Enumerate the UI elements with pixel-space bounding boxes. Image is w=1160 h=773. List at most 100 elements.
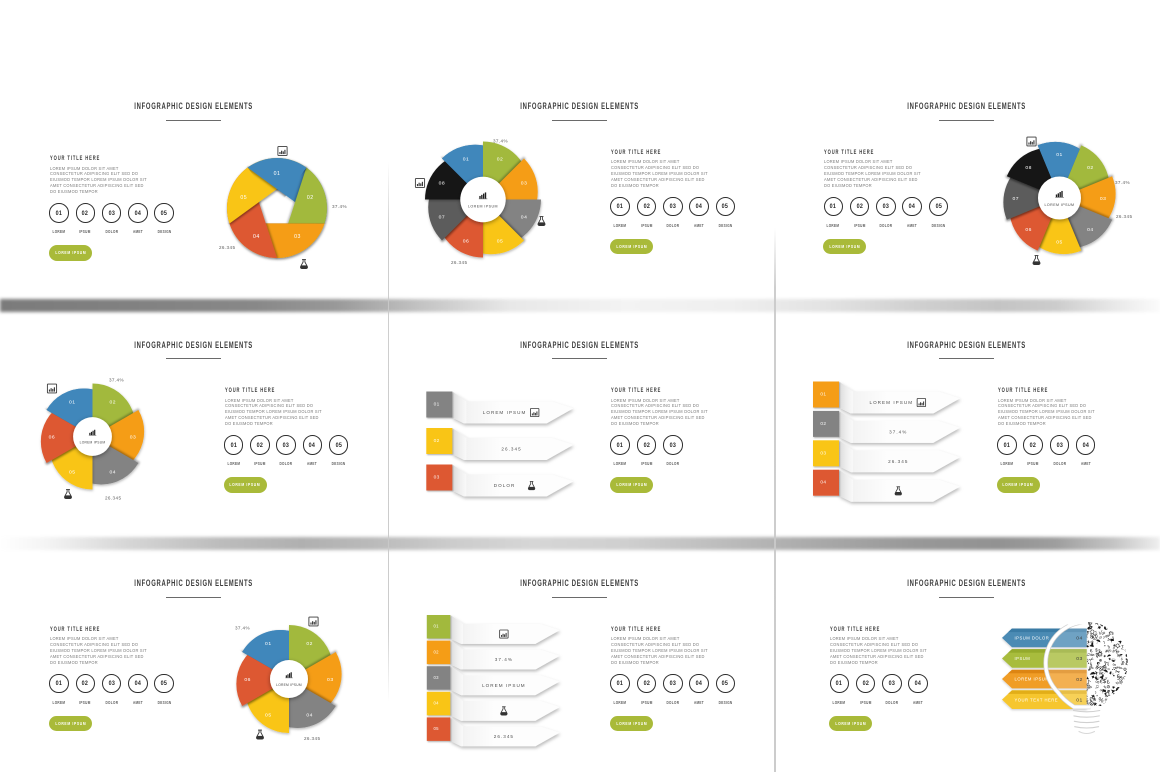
donut-segment-label: 01	[1057, 152, 1064, 158]
donut-segment-label: 08	[1026, 165, 1033, 171]
doodle-glyph: ♞	[1113, 700, 1122, 709]
donut-segment-label: 04	[110, 469, 117, 475]
ribbon-band	[839, 381, 960, 413]
doodle-glyph: ∞	[1118, 692, 1125, 699]
donut-segment-label: 03	[327, 677, 334, 683]
chart-callout-label: 37.4%	[1115, 180, 1130, 185]
ribbon-band	[452, 391, 573, 423]
pie-segment-label: 02	[307, 195, 314, 201]
donut-segment-label: 05	[69, 469, 76, 475]
bulb-banner-number: 04	[1077, 636, 1083, 642]
chart-callout-label: 26.345	[304, 736, 320, 741]
donut-segment-label: 02	[1087, 165, 1094, 171]
ribbon-square-number: 04	[433, 700, 439, 705]
bulb-doodles: ✎⚙★☁✈✉♞✂⚑❖✦☯⚡✚◔§¶Ω∑√∞€$£¥%#&@≈♫✏✎★☁✈✉☂♪✂…	[1084, 619, 1131, 709]
ribbon-band	[450, 615, 559, 644]
chart-callout-label: 26.345	[219, 245, 235, 250]
donut-segment-label: 05	[1057, 240, 1064, 246]
doodle-glyph: ⚡	[1113, 625, 1118, 631]
chart-frame-icon	[278, 147, 287, 156]
pie-segment-label: 05	[240, 195, 247, 201]
chart-callout-label: 26.345	[1116, 214, 1132, 219]
doodle-glyph: ☂	[1111, 701, 1119, 710]
doodle-glyph: ♞	[1115, 620, 1122, 627]
donut-segment-label: 07	[1013, 196, 1020, 202]
ribbon-square-number: 02	[433, 649, 439, 654]
doodle-glyph: ☁	[1098, 702, 1103, 707]
chart-callout-label: 37.4%	[332, 204, 347, 209]
doodle-glyph: ♟	[1124, 689, 1129, 695]
ribbon-row: 04	[813, 469, 960, 501]
ribbon-text: LOREM IPSUM	[482, 683, 526, 688]
bulb-banner-label: IPSUM DOLOR	[1015, 636, 1050, 641]
doodle-glyph: ≈	[1117, 697, 1121, 703]
donut-segment-label: 04	[520, 214, 527, 220]
donut-segment-label: 02	[110, 399, 117, 405]
donut-center-label: LOREM IPSUM	[276, 683, 302, 687]
flask-icon	[256, 730, 263, 739]
chart-frame-icon	[530, 408, 538, 416]
chart-callout-label: 37.4%	[109, 377, 124, 382]
ribbon-band	[452, 464, 573, 496]
bulb-thread	[1074, 716, 1099, 717]
donut-segment-label: 02	[306, 641, 313, 647]
divider-shadow-top	[0, 299, 1160, 312]
ribbon-band	[839, 440, 960, 472]
donut-segment-label: 03	[130, 434, 137, 440]
bulb-banner-number: 02	[1077, 677, 1083, 683]
doodle-glyph: &	[1108, 698, 1112, 704]
pie-segment-label: 04	[253, 234, 260, 240]
doodle-glyph: &	[1124, 679, 1130, 686]
donut-segment-label: 03	[520, 180, 527, 186]
doodle-glyph: ★	[1120, 634, 1126, 640]
doodle-glyph: §	[1125, 624, 1129, 630]
ribbon-square-number: 03	[433, 474, 439, 480]
doodle-glyph: ✂	[1123, 701, 1131, 709]
ribbon-square-number: 05	[433, 726, 439, 731]
donut-segment-label: 04	[1087, 227, 1094, 233]
ribbon-band	[450, 717, 559, 746]
donut-center-label: LOREM IPSUM	[468, 204, 498, 208]
doodle-glyph: %	[1124, 630, 1130, 637]
donut-center-label: LOREM IPSUM	[80, 440, 106, 444]
flask-icon	[64, 489, 71, 498]
doodle-glyph: ◔	[1122, 626, 1125, 631]
bulb-thread	[1075, 727, 1099, 728]
donut-segment-label: 07	[438, 214, 445, 220]
donut-center-label: LOREM IPSUM	[1045, 203, 1075, 207]
bulb-thread	[1075, 721, 1100, 722]
chart-frame-icon	[917, 398, 925, 406]
chart-frame-icon	[47, 384, 56, 393]
doodle-glyph: ✈	[1103, 701, 1109, 708]
donut-segment-label: 06	[49, 434, 56, 440]
ribbon-text: 26.345	[888, 458, 908, 463]
ribbon-square-number: 01	[821, 391, 827, 397]
bulb-thread	[1079, 731, 1094, 733]
flask-icon	[538, 217, 545, 226]
donut-segment-label: 06	[1026, 227, 1033, 233]
donut-segment-label: 04	[306, 713, 313, 719]
ribbon-band	[450, 666, 559, 695]
donut-segment-label: 06	[462, 238, 469, 244]
